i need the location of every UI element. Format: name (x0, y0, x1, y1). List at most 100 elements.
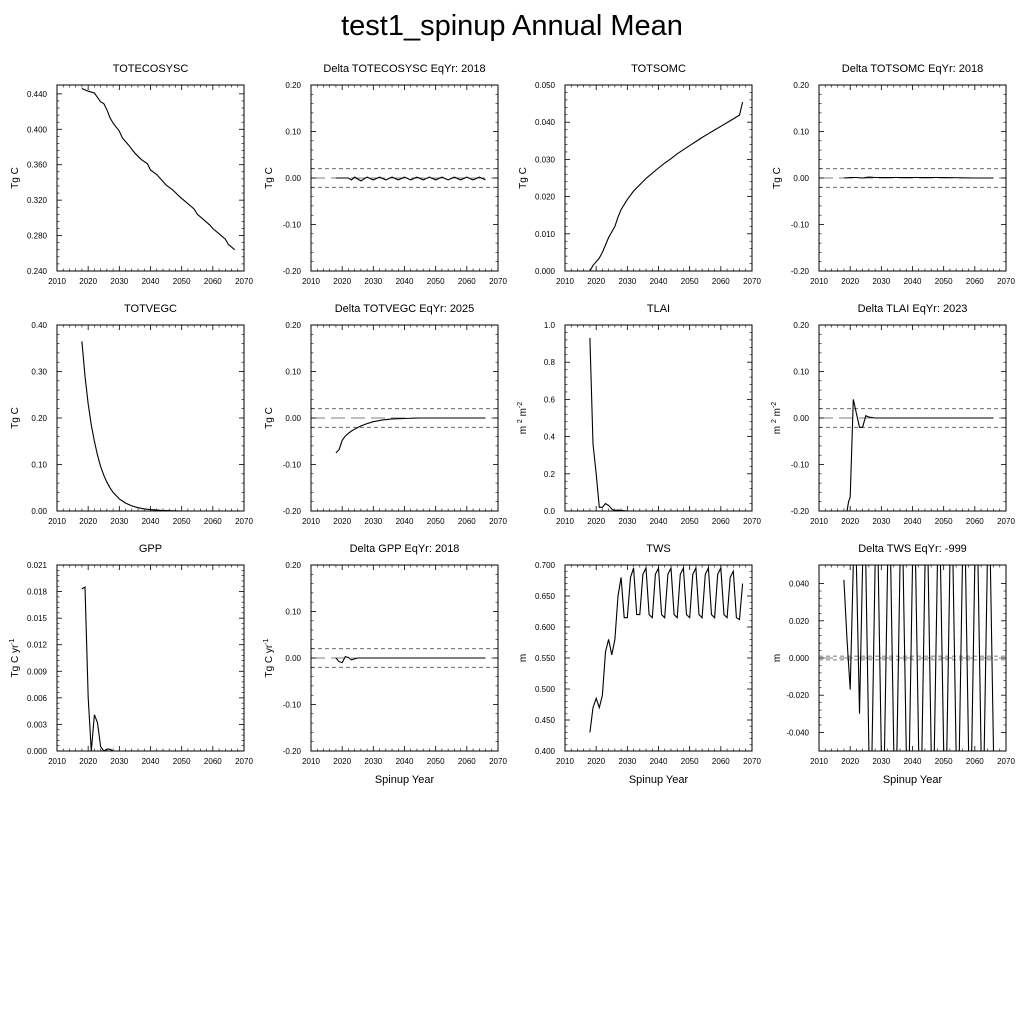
x-tick-label: 2060 (204, 757, 222, 766)
y-tick-label: 0.650 (535, 592, 556, 601)
y-tick-label: 0.003 (27, 720, 48, 729)
x-tick-label: 2010 (556, 277, 574, 286)
x-tick-label: 2050 (173, 757, 191, 766)
y-tick-label: 0.2 (544, 470, 556, 479)
y-tick-label: -0.020 (786, 691, 809, 700)
x-tick-label: 2060 (712, 757, 730, 766)
x-tick-label: 2040 (904, 277, 922, 286)
chart-title: Delta GPP EqYr: 2018 (350, 543, 460, 555)
x-tick-label: 2050 (935, 757, 953, 766)
y-axis-label-part: Tg C yr (10, 644, 21, 677)
x-tick-label: 2060 (458, 517, 476, 526)
y-tick-label: 0.20 (793, 321, 809, 330)
x-tick-label: 2040 (396, 277, 414, 286)
series-line (335, 655, 486, 664)
x-tick-label: 2020 (79, 517, 97, 526)
series-line (589, 337, 743, 511)
y-tick-label: 0.020 (789, 617, 810, 626)
y-tick-label: 0.20 (285, 561, 301, 570)
chart-panel-4: Delta TOTSOMC EqYr: 2018 2010 2020 2030 2040… (772, 63, 1015, 286)
x-tick-label: 2020 (841, 757, 859, 766)
x-tick-label: 2020 (333, 517, 351, 526)
y-axis-label-part: m (772, 408, 783, 419)
x-tick-label: 2010 (302, 517, 320, 526)
x-tick-label: 2070 (235, 757, 253, 766)
series-line (81, 87, 236, 251)
chart-title: TOTECOSYSC (113, 63, 189, 75)
x-tick-label: 2030 (110, 757, 128, 766)
chart-title: TOTSOMC (631, 63, 686, 75)
x-tick-label: 2060 (204, 277, 222, 286)
x-tick-label: 2050 (681, 517, 699, 526)
y-axis-label-sup: 2 (771, 419, 778, 423)
x-tick-label: 2040 (650, 277, 668, 286)
y-tick-label: 0.400 (27, 125, 48, 134)
page-title: test1_spinup Annual Mean (341, 10, 683, 42)
x-tick-label: 2060 (966, 277, 984, 286)
y-axis-label: Tg C (772, 167, 783, 189)
y-tick-label: -0.20 (791, 267, 810, 276)
x-tick-label: 2030 (618, 757, 636, 766)
x-tick-label: 2020 (79, 757, 97, 766)
x-tick-label: 2030 (872, 277, 890, 286)
chart-panel-8: Delta TLAI EqYr: 2023 2010 2020 2030 2040 205… (771, 303, 1015, 526)
y-tick-label: 0.021 (27, 561, 48, 570)
x-tick-label: 2060 (712, 277, 730, 286)
y-tick-label: -0.20 (283, 507, 302, 516)
x-tick-label: 2060 (204, 517, 222, 526)
plot-frame (564, 564, 753, 752)
plot-frame (56, 84, 245, 272)
series-line (81, 586, 235, 751)
x-tick-label: 2050 (935, 517, 953, 526)
y-axis-label: Tg C (264, 167, 275, 189)
y-tick-label: 0.020 (535, 193, 556, 202)
y-axis-label: m (772, 654, 783, 662)
x-tick-label: 2050 (681, 757, 699, 766)
y-axis-label: Tg C (10, 167, 21, 189)
chart-title: Delta TWS EqYr: -999 (858, 543, 967, 555)
x-tick-label: 2010 (810, 517, 828, 526)
chart-panel-5: TOTVEGC 2010 2020 2030 2040 2050 2060 2070 0.00 0… (10, 303, 253, 526)
series-line (589, 101, 744, 271)
series-line (843, 176, 994, 179)
y-axis-label: m 2 m-2 (771, 402, 783, 434)
x-tick-label: 2010 (302, 757, 320, 766)
plot-frame (56, 324, 245, 512)
chart-title: Delta TOTVEGC EqYr: 2025 (335, 303, 475, 315)
x-tick-label: 2010 (556, 757, 574, 766)
series-line (335, 417, 486, 454)
x-tick-label: 2040 (396, 757, 414, 766)
x-tick-label: 2010 (556, 517, 574, 526)
y-tick-label: 1.0 (544, 321, 556, 330)
y-tick-label: -0.10 (791, 221, 810, 230)
x-tick-label: 2040 (904, 757, 922, 766)
chart-panel-7: TLAI 2010 2020 2030 2040 2050 2060 2070 0.0 0.2 0.… (517, 303, 761, 526)
y-axis-label: Tg C (10, 407, 21, 429)
y-tick-label: 0.280 (27, 232, 48, 241)
x-tick-label: 2070 (489, 517, 507, 526)
y-tick-label: 0.015 (27, 614, 48, 623)
chart-panel-11: TWS 2010 2020 2030 2040 2050 2060 2070 0.400 0.45… (518, 543, 761, 786)
y-tick-label: 0.20 (285, 81, 301, 90)
x-tick-label: 2060 (712, 517, 730, 526)
y-axis-label: Tg C (264, 407, 275, 429)
y-tick-label: -0.10 (791, 461, 810, 470)
x-tick-label: 2030 (618, 517, 636, 526)
y-tick-label: 0.040 (789, 580, 810, 589)
x-tick-label: 2040 (904, 517, 922, 526)
y-tick-label: 0.10 (793, 128, 809, 137)
y-tick-label: -0.10 (283, 221, 302, 230)
x-tick-label: 2070 (743, 757, 761, 766)
y-axis-label-sup: 2 (517, 419, 524, 423)
y-tick-label: 0.700 (535, 561, 556, 570)
y-tick-label: 0.00 (285, 174, 301, 183)
y-tick-label: 0.20 (793, 81, 809, 90)
chart-panel-6: Delta TOTVEGC EqYr: 2025 2010 2020 2030 2040… (264, 303, 507, 526)
y-tick-label: 0.000 (789, 654, 810, 663)
y-axis-label-part: m (518, 408, 529, 419)
y-tick-label: 0.550 (535, 654, 556, 663)
x-tick-label: 2020 (79, 277, 97, 286)
y-tick-label: 0.00 (285, 414, 301, 423)
y-axis-label-sup: -1 (263, 638, 270, 644)
x-tick-label: 2020 (333, 277, 351, 286)
